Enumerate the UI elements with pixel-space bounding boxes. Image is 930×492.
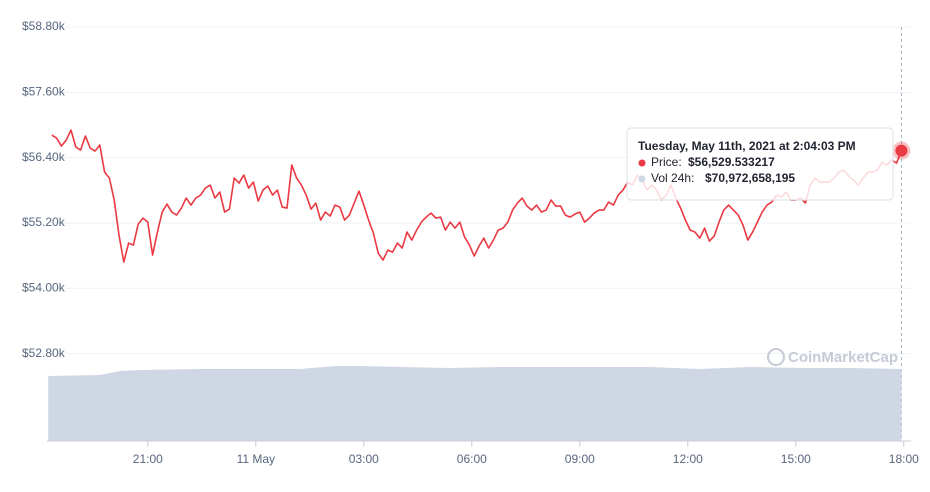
tooltip-price-label: Price:: [651, 155, 682, 169]
y-tick-label: $57.60k: [22, 84, 66, 98]
hover-point: [895, 144, 908, 157]
tooltip-volume-label: Vol 24h:: [651, 171, 694, 185]
x-tick-label: 15:00: [781, 452, 811, 466]
grid: [47, 26, 911, 441]
tooltip-box: [626, 127, 894, 201]
price-layer: [51, 129, 911, 263]
x-tick-label: 09:00: [565, 452, 595, 466]
watermark-logo: [767, 348, 785, 366]
volume-area: [48, 365, 902, 441]
watermark: CoinMarketCap: [767, 348, 898, 366]
volume-layer: [48, 365, 902, 441]
axes: $52.80k $54.00k $55.20k $56.40k $57.60k $58.8…: [22, 19, 919, 466]
tooltip-price-dot: [638, 159, 646, 167]
y-tick-label: $54.00k: [22, 280, 66, 294]
x-tick-label: 12:00: [673, 452, 703, 466]
watermark-text: CoinMarketCap: [788, 349, 898, 366]
tooltip-volume-value: $70,972,658,195: [705, 171, 795, 185]
y-tick-label: $56.40k: [22, 150, 66, 164]
y-tick-label: $58.80k: [22, 19, 66, 33]
x-tick-label: 21:00: [133, 452, 163, 466]
tooltip-date: Tuesday, May 11th, 2021 at 2:04:03 PM: [638, 139, 856, 153]
x-tick-label: 03:00: [349, 452, 379, 466]
tooltip: Tuesday, May 11th, 2021 at 2:04:03 PM Pr…: [626, 127, 894, 201]
y-tick-label: $52.80k: [22, 346, 66, 360]
y-tick-label: $55.20k: [22, 215, 66, 229]
price-line: [51, 129, 903, 263]
x-tick-label: 18:00: [889, 452, 919, 466]
tooltip-price-value: $56,529.533217: [688, 155, 775, 169]
x-tick-label: 11 May: [237, 452, 275, 466]
tooltip-volume-dot: [638, 175, 646, 183]
x-tick-label: 06:00: [457, 452, 487, 466]
